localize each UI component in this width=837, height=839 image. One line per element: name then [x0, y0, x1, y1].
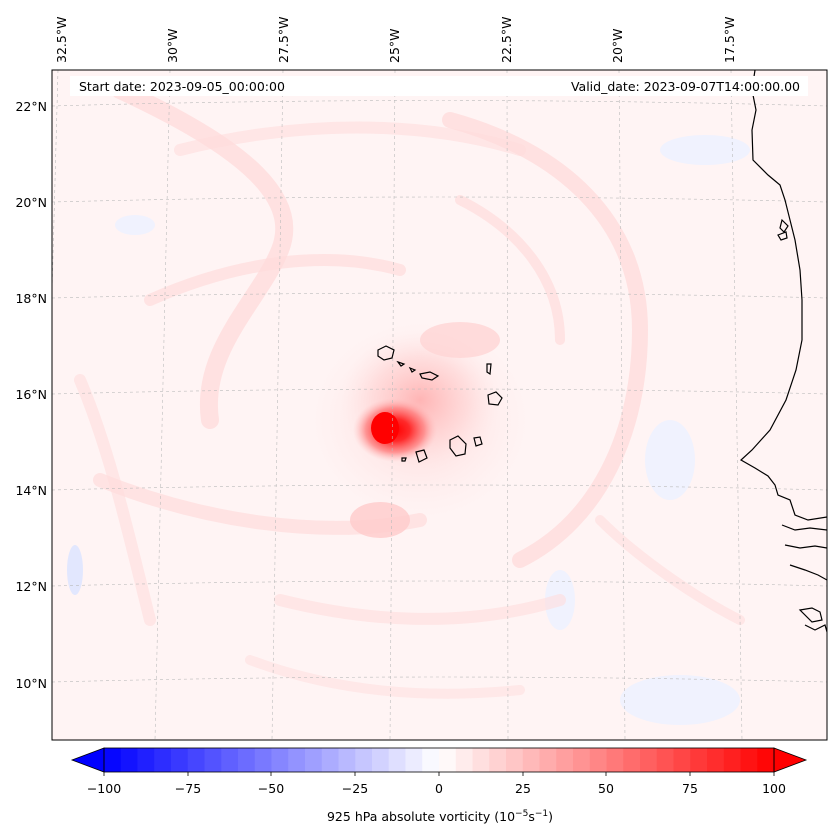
colorbar-block [104, 748, 122, 772]
colorbar-block [439, 748, 457, 772]
colorbar-block [355, 748, 373, 772]
colorbar-block [589, 748, 607, 772]
colorbar-block [405, 748, 423, 772]
northern-band-blob [420, 322, 500, 358]
lat-label: 22°N [15, 99, 47, 114]
colorbar-block [640, 748, 658, 772]
colorbar-ticks [103, 772, 775, 776]
colorbar: −100 −75 −50 −25 0 25 50 75 100 925 hPa … [70, 747, 808, 824]
colorbar-block [388, 748, 406, 772]
lat-label: 10°N [15, 676, 47, 691]
colorbar-block [522, 748, 540, 772]
colorbar-block [372, 748, 390, 772]
colorbar-block [606, 748, 624, 772]
cape-verde-islands [377, 345, 503, 463]
colorbar-block [422, 748, 440, 772]
colorbar-block [271, 748, 289, 772]
colorbar-block [455, 748, 473, 772]
colorbar-block [120, 748, 138, 772]
colorbar-block [489, 748, 507, 772]
lon-label: 20°W [610, 28, 625, 63]
map-frame [51, 69, 828, 741]
lon-label: 17.5°W [722, 17, 737, 63]
valid-date-label: Valid_date: 2023-09-07T14:00:00.00 [571, 79, 800, 94]
header-strip [70, 76, 808, 96]
colorbar-block [204, 748, 222, 772]
colorbar-tick-label: 50 [598, 781, 614, 796]
colorbar-tick-label: 75 [682, 781, 698, 796]
colorbar-block [238, 748, 256, 772]
start-date-label: Start date: 2023-09-05_00:00:00 [79, 79, 285, 94]
map-panel [52, 70, 827, 740]
lon-label: 30°W [165, 28, 180, 63]
colorbar-block [187, 748, 205, 772]
colorbar-tick-label: −50 [258, 781, 284, 796]
colorbar-block [740, 748, 758, 772]
lat-label: 18°N [15, 291, 47, 306]
colorbar-block [321, 748, 339, 772]
colorbar-block [472, 748, 490, 772]
colorbar-min-arrow [70, 747, 105, 773]
colorbar-block [221, 748, 239, 772]
colorbar-block [556, 748, 574, 772]
lon-label: 22.5°W [499, 17, 514, 63]
lon-label: 27.5°W [276, 17, 291, 63]
southern-band-blob [350, 502, 410, 538]
latitude-labels: 22°N 20°N 18°N 16°N 14°N 12°N 10°N [15, 99, 47, 691]
colorbar-block [623, 748, 641, 772]
negative-vorticity-patches [67, 135, 750, 725]
colorbar-block [506, 748, 524, 772]
lat-label: 12°N [15, 579, 47, 594]
colorbar-block [707, 748, 725, 772]
colorbar-max-arrow [773, 747, 808, 773]
colorbar-block [171, 748, 189, 772]
colorbar-block [757, 748, 775, 772]
lat-label: 14°N [15, 483, 47, 498]
colorbar-block [254, 748, 272, 772]
vorticity-spiral-bands [74, 81, 745, 699]
colorbar-block [656, 748, 674, 772]
lat-label: 16°N [15, 387, 47, 402]
colorbar-tick-label: −75 [175, 781, 201, 796]
colorbar-block [573, 748, 591, 772]
colorbar-block [539, 748, 557, 772]
colorbar-tick-labels: −100 −75 −50 −25 0 25 50 75 100 [87, 781, 786, 796]
colorbar-blocks [104, 748, 775, 772]
colorbar-block [305, 748, 323, 772]
colorbar-label: 925 hPa absolute vorticity (10−5s−1) [327, 809, 553, 824]
colorbar-tick-label: 25 [515, 781, 531, 796]
colorbar-tick-label: 0 [435, 781, 443, 796]
lon-label: 25°W [387, 28, 402, 63]
colorbar-block [154, 748, 172, 772]
coastline [739, 70, 827, 633]
colorbar-block [673, 748, 691, 772]
colorbar-tick-label: 100 [762, 781, 786, 796]
vortex-peak [371, 412, 399, 444]
lon-label: 32.5°W [54, 17, 69, 63]
lat-label: 20°N [15, 195, 47, 210]
colorbar-tick-label: −25 [342, 781, 368, 796]
graticule [52, 70, 827, 740]
longitude-labels: 32.5°W 30°W 27.5°W 25°W 22.5°W 20°W 17.5… [54, 17, 737, 63]
colorbar-tick-label: −100 [87, 781, 121, 796]
colorbar-block [338, 748, 356, 772]
colorbar-block [288, 748, 306, 772]
colorbar-block [137, 748, 155, 772]
colorbar-block [690, 748, 708, 772]
colorbar-block [723, 748, 741, 772]
